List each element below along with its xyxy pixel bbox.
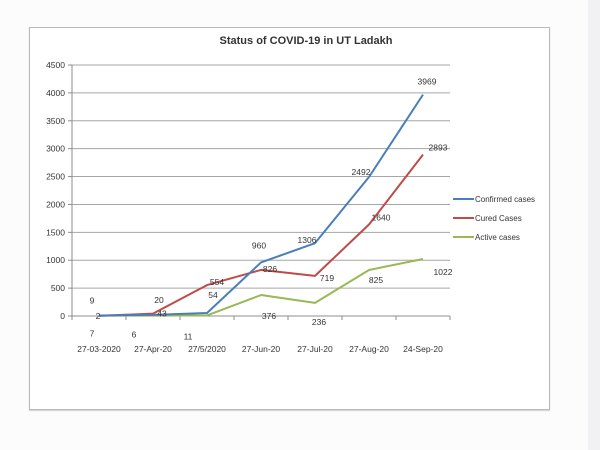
y-tick-label: 0 (60, 311, 65, 321)
data-label: 554 (210, 277, 224, 287)
series-lines (98, 94, 424, 317)
x-axis: 27-03-2020 27-Apr-20 27/5/2020 27-Jun-20 27-… (71, 315, 451, 354)
data-label: 1022 (434, 267, 453, 277)
x-tick-label: 27-Jun-20 (242, 344, 281, 354)
data-label: 7 (90, 329, 95, 339)
legend-label-active: Active cases (475, 233, 520, 242)
y-tick-label: 3000 (46, 144, 65, 154)
data-label: 9 (90, 295, 95, 305)
y-axis: 0 500 1000 1500 2000 2500 3000 3500 4000 4500 (46, 60, 73, 321)
data-label: 54 (208, 290, 218, 300)
y-tick-label: 4000 (46, 88, 65, 98)
y-tick-label: 1000 (46, 255, 65, 265)
x-tick-label: 27-Apr-20 (134, 344, 172, 354)
data-label: 43 (157, 309, 167, 319)
data-label: 236 (312, 317, 326, 327)
chart-title: Status of COVID-19 in UT Ladakh (220, 35, 393, 47)
y-tick-label: 2500 (46, 172, 65, 182)
data-label: 719 (320, 273, 334, 283)
series-line-cured-cases (98, 154, 424, 317)
series-line-active-cases (98, 258, 424, 317)
data-label: 1640 (372, 213, 391, 223)
y-tick-label: 3500 (46, 116, 65, 126)
x-tick-label: 24-Sep-20 (403, 344, 443, 354)
data-label: 826 (263, 264, 277, 274)
x-tick-label: 27-Jul-20 (297, 344, 333, 354)
data-label: 1306 (298, 235, 317, 245)
gridlines (72, 64, 450, 289)
data-label: 376 (262, 311, 276, 321)
y-tick-label: 4500 (46, 60, 65, 70)
data-label: 3969 (418, 77, 437, 87)
data-label: 2492 (352, 167, 371, 177)
x-tick-label: 27-03-2020 (77, 344, 121, 354)
data-label: 11 (184, 331, 193, 341)
side-strip (588, 0, 600, 450)
y-tick-label: 500 (51, 283, 65, 293)
data-label: 20 (154, 295, 164, 305)
data-label: 825 (369, 275, 383, 285)
y-tick-label: 2000 (46, 199, 65, 209)
data-label: 6 (132, 330, 137, 340)
data-label: 960 (252, 240, 266, 250)
data-labels: 9 20 54 960 1306 2492 3969 2 43 554 826 719 1640 2893… (90, 77, 453, 342)
y-tick-label: 1500 (46, 227, 65, 237)
data-label: 2893 (429, 143, 448, 153)
series-line-confirmed-cases (98, 94, 424, 317)
x-tick-label: 27/5/2020 (188, 344, 226, 354)
legend: Confirmed cases Cured Cases Active cases (453, 195, 535, 242)
legend-label-confirmed: Confirmed cases (475, 195, 535, 204)
x-tick-label: 27-Aug-20 (349, 344, 389, 354)
data-label: 2 (96, 311, 101, 321)
legend-label-cured: Cured Cases (475, 214, 522, 223)
